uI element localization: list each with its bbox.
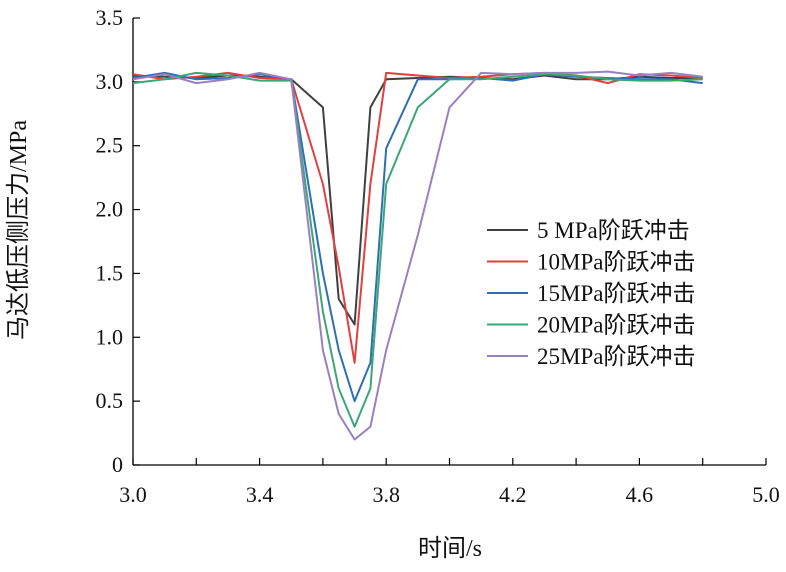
y-tick-label: 1.0 xyxy=(96,324,124,349)
series-line-2 xyxy=(132,71,703,364)
x-tick-label: 5.0 xyxy=(752,482,780,507)
y-tick-label: 0 xyxy=(112,452,123,477)
y-tick-label: 1.5 xyxy=(96,260,124,285)
x-tick-label: 4.2 xyxy=(499,482,527,507)
y-tick-label: 2.5 xyxy=(96,133,124,158)
x-tick-label: 3.8 xyxy=(372,482,400,507)
legend-label: 5 MPa阶跃冲击 xyxy=(537,218,690,243)
y-tick-label: 0.5 xyxy=(96,388,124,413)
y-tick-label: 2.0 xyxy=(96,197,124,222)
axes: 0 0.5 1.0 1.5 2.0 2.5 3.0 3.5 3.0 3.4 3.8 4.2 4.6 5.0 xyxy=(96,5,780,507)
series-line-5 xyxy=(132,70,703,441)
x-axis-title: 时间/s xyxy=(418,535,482,562)
legend: 5 MPa阶跃冲击 10MPa阶跃冲击 15MPa阶跃冲击 20MPa阶跃冲击 25MP… xyxy=(487,218,695,369)
x-tick-label: 4.6 xyxy=(626,482,654,507)
series-lines xyxy=(132,70,703,441)
y-axis-title: 马达低压侧压力/MPa xyxy=(5,120,32,340)
legend-label: 25MPa阶跃冲击 xyxy=(537,344,695,369)
x-tick-label: 3.0 xyxy=(119,482,147,507)
x-tick-label: 3.4 xyxy=(246,482,274,507)
legend-label: 10MPa阶跃冲击 xyxy=(537,250,695,275)
y-tick-label: 3.5 xyxy=(96,5,124,30)
legend-label: 15MPa阶跃冲击 xyxy=(537,281,695,306)
legend-label: 20MPa阶跃冲击 xyxy=(537,313,695,338)
y-tick-label: 3.0 xyxy=(96,69,124,94)
